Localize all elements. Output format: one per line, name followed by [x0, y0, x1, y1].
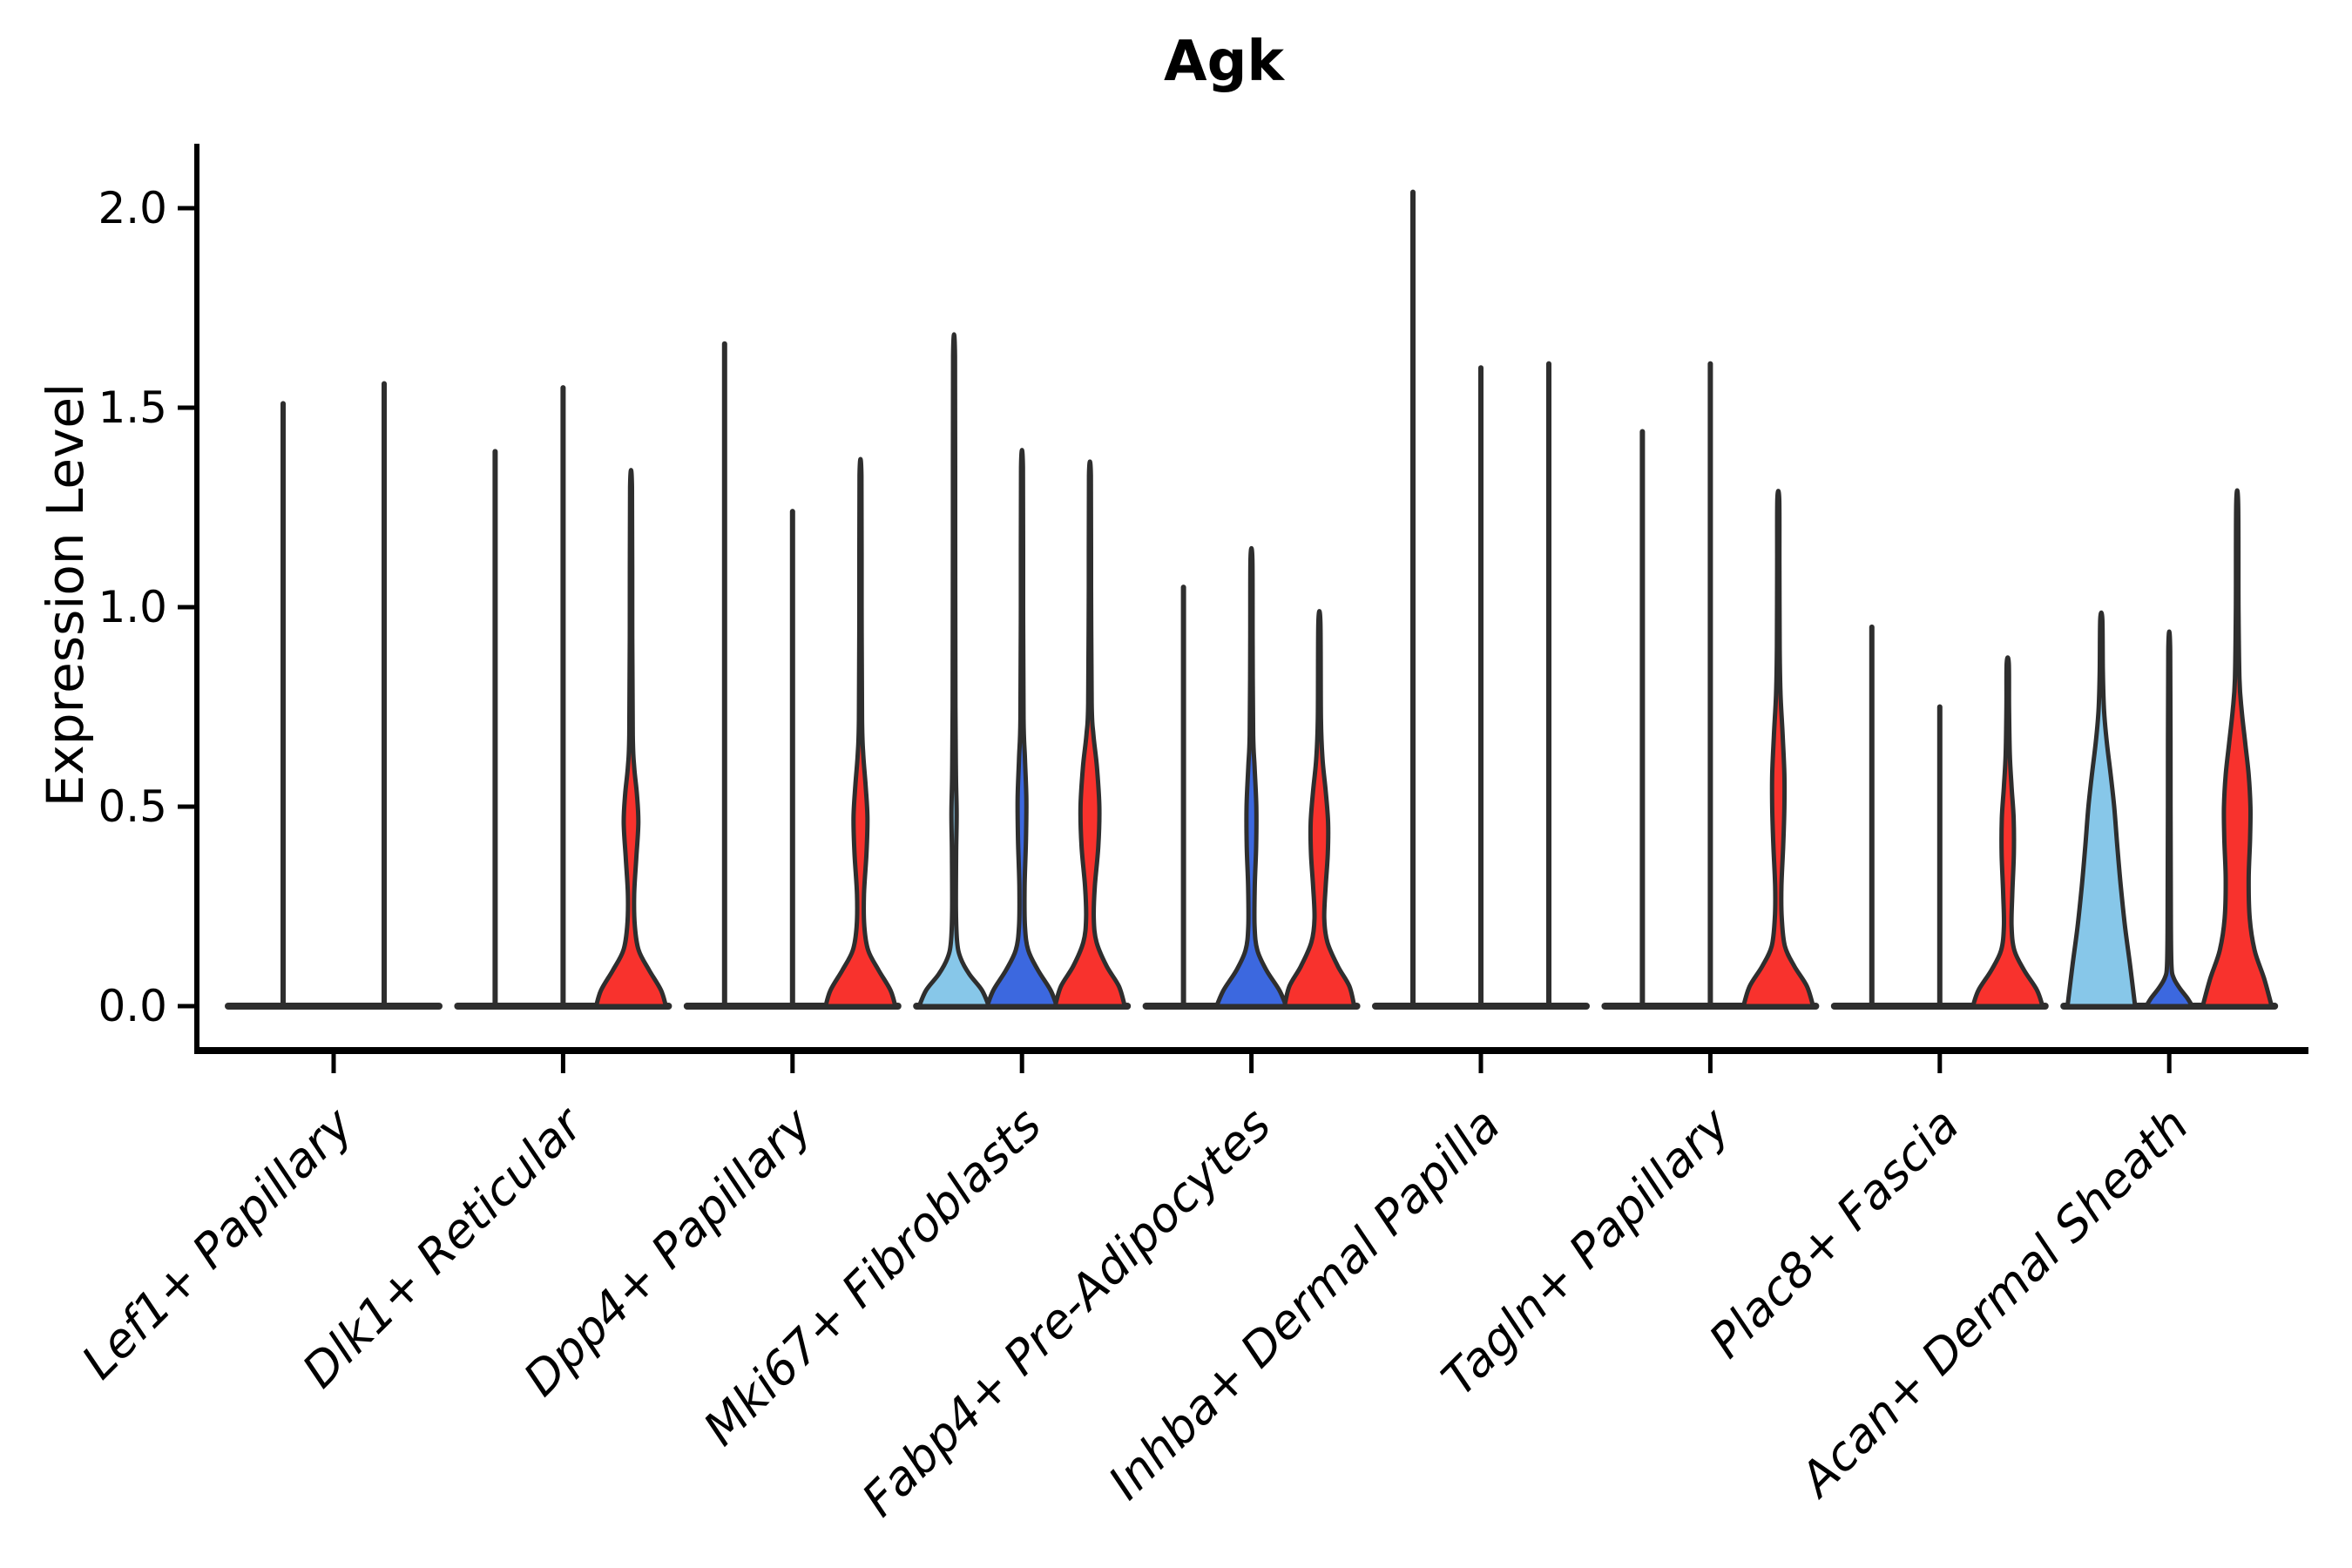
category-2 [454, 385, 672, 1010]
category-8 [1830, 624, 2049, 1010]
y-tick-label-1.0: 1.0 [98, 582, 167, 632]
violin-body-lightblue [2065, 610, 2138, 1009]
category-1 [225, 381, 443, 1010]
category-4 [913, 332, 1132, 1010]
violin-body-red [1970, 655, 2045, 1009]
violin-body-red [1282, 609, 1357, 1009]
x-tick-label-9: Acan+ Dermal Sheath [1788, 1098, 2199, 1509]
category-9 [2060, 488, 2279, 1010]
category-3 [683, 341, 902, 1010]
violin-body-red [1740, 489, 1815, 1009]
category-7 [1601, 361, 1820, 1010]
violin-body-lightblue [916, 332, 991, 1009]
x-tick-label-5: Fabp4+ Pre-Adipocytes [851, 1098, 1281, 1527]
x-tick-label-6: Inhba+ Dermal Papilla [1098, 1098, 1511, 1511]
violin-body-red [823, 456, 898, 1009]
y-tick-label-0.5: 0.5 [98, 781, 167, 832]
violin-body-blue [984, 448, 1059, 1009]
violin-body-blue [2144, 629, 2195, 1009]
violin-body-red [2200, 488, 2274, 1009]
y-tick-label-1.5: 1.5 [98, 382, 167, 433]
category-5 [1142, 545, 1361, 1010]
violin-body-red [593, 468, 668, 1009]
violin-body-red [1052, 459, 1127, 1009]
y-tick-label-0.0: 0.0 [98, 981, 167, 1031]
y-tick-label-2.0: 2.0 [98, 183, 167, 233]
chart-title: Agk [1164, 30, 1285, 94]
y-axis-label: Expression Level [36, 383, 95, 807]
category-6 [1372, 189, 1590, 1010]
violin-body-blue [1214, 545, 1289, 1009]
